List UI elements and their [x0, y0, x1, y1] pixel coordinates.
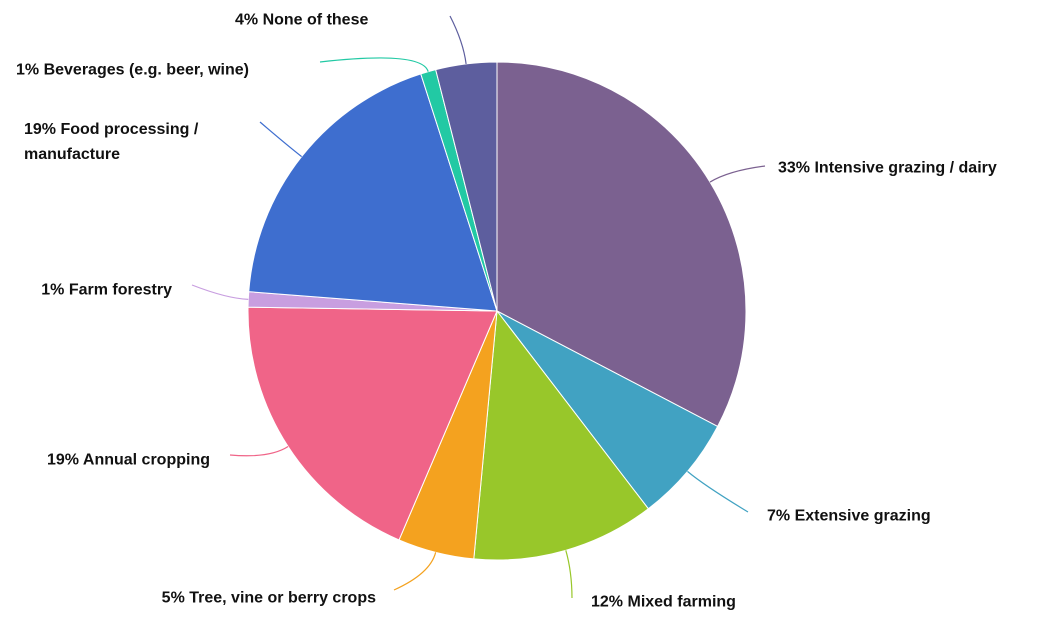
leader-line: [393, 552, 437, 591]
slice-label: 12% Mixed farming: [591, 590, 736, 615]
category-label: Tree, vine or berry crops: [189, 589, 376, 607]
category-label: Beverages (e.g. beer, wine): [43, 61, 249, 79]
value-label: 33%: [778, 159, 811, 177]
slice-label: 33% Intensive grazing / dairy: [778, 156, 997, 181]
leader-line: [259, 121, 303, 158]
category-label: Food processing / manufacture: [24, 121, 199, 163]
pie-slice: [496, 61, 747, 428]
value-label: 7%: [767, 507, 791, 525]
slice-label: 19% Annual cropping: [47, 448, 210, 473]
value-label: 12%: [591, 593, 624, 611]
slice-label: 1% Beverages (e.g. beer, wine): [16, 58, 249, 83]
category-label: Extensive grazing: [794, 507, 931, 525]
value-label: 4%: [235, 11, 259, 29]
pie-slice: [247, 306, 498, 541]
value-label: 19%: [24, 121, 57, 138]
leader-line: [565, 550, 573, 599]
leader-line: [449, 15, 467, 64]
pie-slice: [473, 309, 650, 561]
pie-slice: [496, 310, 719, 510]
category-label: None of these: [262, 11, 369, 29]
slice-label: 19% Food processing / manufacture: [24, 117, 254, 167]
category-label: Intensive grazing / dairy: [814, 159, 997, 177]
pie-slice: [435, 61, 498, 312]
category-label: Farm forestry: [68, 281, 172, 299]
leader-line: [687, 470, 749, 513]
slice-label: 4% None of these: [235, 8, 368, 33]
slice-label: 1% Farm forestry: [41, 278, 172, 303]
leader-line: [319, 57, 429, 72]
leader-line: [191, 284, 249, 300]
value-label: 1%: [16, 61, 40, 79]
value-label: 19%: [47, 451, 80, 469]
category-label: Annual cropping: [82, 451, 210, 469]
pie-slice: [248, 73, 498, 312]
category-label: Mixed farming: [627, 593, 736, 611]
slice-label: 7% Extensive grazing: [767, 504, 931, 529]
value-label: 5%: [161, 589, 185, 607]
slice-label: 5% Tree, vine or berry crops: [162, 586, 376, 611]
leader-line: [709, 165, 766, 183]
value-label: 1%: [41, 281, 65, 299]
leader-line: [229, 446, 289, 457]
